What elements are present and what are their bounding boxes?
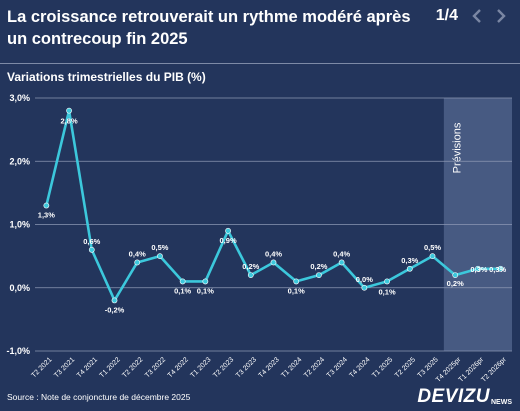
x-tick-label: T3 2022 [144,356,167,379]
data-point [361,284,368,291]
data-label: 0,1% [288,286,305,295]
data-label: 0,9% [220,236,237,245]
x-tick-label: T3 2023 [235,356,258,379]
data-point [384,278,390,285]
data-label: 0,2% [447,279,464,288]
y-tick-label: 2,0% [9,156,30,166]
data-point [179,278,186,285]
source-note: Source : Note de conjoncture de décembre… [7,392,191,402]
data-point [111,297,118,304]
data-label: 0,3% [489,265,506,274]
data-label: 2,8% [61,117,78,126]
x-tick-label: T1 2023 [189,356,212,379]
chevron-left-icon [472,9,481,23]
data-point [43,202,50,209]
data-label: 0,2% [310,262,327,271]
data-label: 0,4% [129,249,146,258]
data-label: 1,3% [38,211,55,220]
next-button[interactable] [492,7,510,25]
data-label: 0,5% [151,243,168,252]
data-point [497,265,504,272]
header: La croissance retrouverait un rythme mod… [7,6,427,50]
data-point [225,227,231,234]
y-tick-label: -1,0% [6,346,30,356]
x-tick-label: T2 2024 [303,356,326,379]
divider [0,63,520,64]
data-point [202,278,209,285]
data-point [293,278,300,285]
y-tick-label: 1,0% [9,220,30,230]
x-tick-label: T3 2021 [53,356,76,379]
x-tick-label: T2 2025 [394,356,417,379]
data-label: 0,4% [265,249,282,258]
page-title: La croissance retrouverait un rythme mod… [7,8,411,48]
x-tick-label: T2 2023 [212,356,235,379]
data-label: 0,0% [356,275,373,284]
data-label: 0,3% [401,256,418,265]
chart-title: Variations trimestrielles du PIB (%) [7,70,206,84]
x-tick-label: T2 2026pr [480,356,508,384]
data-point [406,265,413,272]
brand-logo: DEVIZU NEWS [417,386,512,408]
x-tick-label: T2 2021 [30,356,53,379]
forecast-label: Prévisions [451,122,463,173]
x-tick-label: T1 2022 [99,356,122,379]
data-point [429,253,436,260]
page-indicator: 1/4 [435,7,458,24]
data-label: 0,5% [424,243,441,252]
x-tick-label: T4 2023 [258,356,281,379]
data-label: 0,3% [470,265,487,274]
data-label: 0,1% [379,287,396,296]
data-point [157,253,163,260]
x-tick-label: T4 2024 [348,356,371,379]
brand-name: DEVIZU [417,386,490,407]
x-tick-label: T4 2021 [76,356,99,379]
data-point [338,259,345,266]
x-tick-label: T4 2022 [167,356,190,379]
data-point [270,259,277,266]
x-tick-label: T1 2024 [280,356,303,379]
data-point [316,272,322,278]
x-tick-label: T3 2025 [417,356,440,379]
data-point [134,259,141,266]
y-tick-label: 3,0% [9,93,30,103]
data-label: -0,2% [105,305,125,314]
data-point [66,107,72,114]
prev-button[interactable] [468,7,486,25]
x-tick-label: T1 2025 [371,356,394,379]
data-label: 0,4% [333,249,350,258]
data-label: 0,6% [83,237,100,246]
x-tick-label: T2 2022 [121,356,144,379]
data-label: 0,1% [197,286,214,295]
pager: 1/4 [436,7,510,25]
x-tick-label: T3 2024 [326,356,349,379]
data-point [88,246,95,253]
chevron-right-icon [497,9,506,23]
series-line [45,109,501,302]
y-tick-label: 0,0% [9,283,30,293]
data-label: 0,1% [174,286,191,295]
brand-sub: NEWS [491,399,512,406]
data-point [475,265,481,272]
data-point [247,272,254,278]
data-point [452,272,459,278]
data-label: 0,2% [242,262,259,271]
